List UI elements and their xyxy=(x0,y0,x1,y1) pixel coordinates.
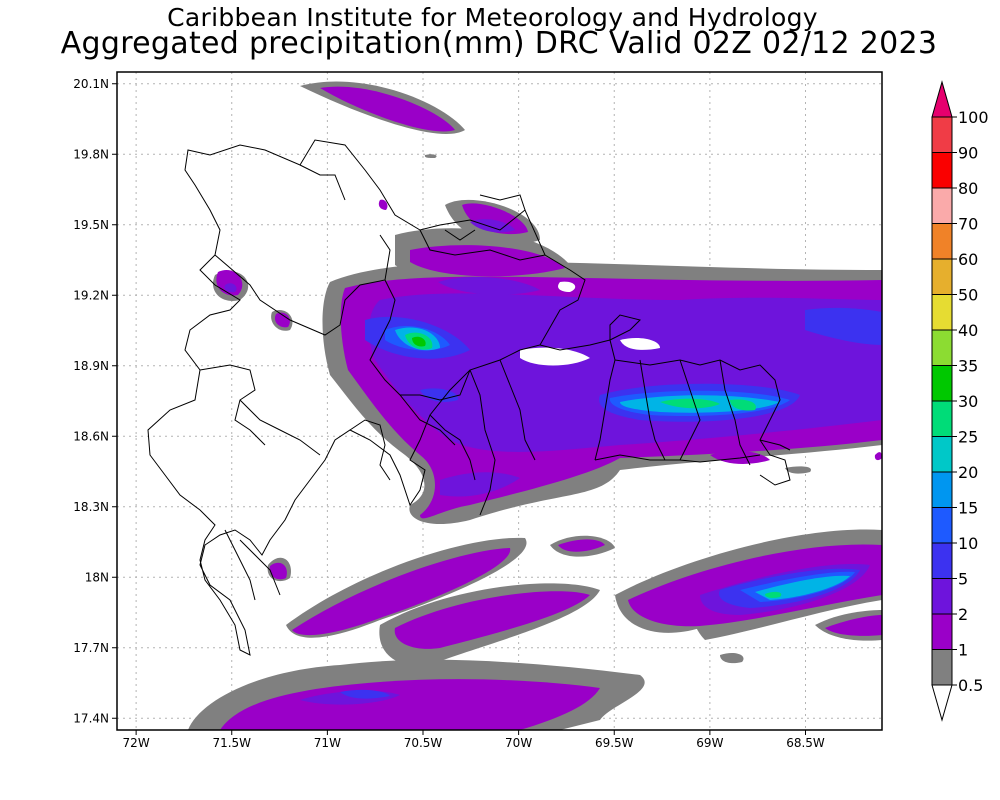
precip-30mm-areas xyxy=(405,332,782,598)
y-tick-label: 18.6N xyxy=(73,429,109,443)
map-subtitle: Aggregated precipitation(mm) DRC Valid 0… xyxy=(60,26,938,61)
boundaries xyxy=(147,139,791,656)
colorbar-swatch xyxy=(931,258,953,295)
colorbar-label: 20 xyxy=(958,463,978,482)
colorbar-label: 1 xyxy=(958,641,968,660)
y-tick-label: 19.5N xyxy=(73,218,109,232)
colorbar-bottom-triangle xyxy=(931,684,953,722)
colorbar-top-triangle xyxy=(931,80,953,118)
colorbar-label: 25 xyxy=(958,428,978,447)
y-tick-label: 17.7N xyxy=(73,641,109,655)
colorbar-label: 35 xyxy=(958,357,978,376)
colorbar-label: 10 xyxy=(958,534,978,553)
colorbar-swatch xyxy=(931,116,953,153)
plot-frame xyxy=(116,71,883,731)
colorbar-label: 60 xyxy=(958,250,978,269)
colorbar-swatch xyxy=(931,152,953,189)
x-tick-label: 68.5W xyxy=(786,736,825,750)
colorbar-label: 15 xyxy=(958,499,978,518)
x-tick-label: 72W xyxy=(123,736,150,750)
y-tick-label: 19.8N xyxy=(73,147,109,161)
colorbar-label: 100 xyxy=(958,108,989,127)
colorbar-swatch xyxy=(931,542,953,579)
x-tick-label: 69.5W xyxy=(595,736,634,750)
colorbar-swatch xyxy=(931,400,953,437)
colorbar-label: 0.5 xyxy=(958,676,983,695)
y-tick-label: 20.1N xyxy=(73,77,109,91)
y-tick-label: 19.2N xyxy=(73,288,109,302)
dry-areas xyxy=(520,281,660,366)
y-tick-label: 18.3N xyxy=(73,500,109,514)
colorbar-swatch xyxy=(931,507,953,544)
x-tick-label: 70.5W xyxy=(404,736,443,750)
colorbar-label: 2 xyxy=(958,605,968,624)
y-tick-label: 17.4N xyxy=(73,711,109,725)
x-tick-label: 69W xyxy=(696,736,723,750)
map-title: Caribbean Institute for Meteorology and … xyxy=(167,3,818,32)
precip-35mm-areas xyxy=(412,336,426,347)
x-axis-ticks: 72W 71.5W 71W 70.5W 70W 69.5W 69W 68.5W xyxy=(123,730,825,750)
colorbar-swatch xyxy=(931,329,953,366)
colorbar-swatch xyxy=(931,471,953,508)
colorbar-swatch xyxy=(931,436,953,473)
colorbar-label: 40 xyxy=(958,321,978,340)
x-tick-label: 71.5W xyxy=(212,736,251,750)
colorbar-label: 90 xyxy=(958,144,978,163)
y-tick-label: 18.9N xyxy=(73,359,109,373)
y-tick-label: 18N xyxy=(85,570,109,584)
colorbar-swatch xyxy=(931,223,953,260)
colorbar-swatch xyxy=(931,649,953,686)
colorbar-swatch xyxy=(931,578,953,615)
colorbar-label: 50 xyxy=(958,286,978,305)
colorbar-label: 5 xyxy=(958,570,968,589)
colorbar-label: 70 xyxy=(958,215,978,234)
colorbar-label: 80 xyxy=(958,179,978,198)
precipitation-layer xyxy=(188,81,882,730)
colorbar-label: 30 xyxy=(958,392,978,411)
colorbar-swatch xyxy=(931,294,953,331)
colorbar-swatch xyxy=(931,187,953,224)
colorbar-swatch xyxy=(931,365,953,402)
x-tick-label: 70W xyxy=(505,736,532,750)
colorbar-swatch xyxy=(931,613,953,650)
y-axis-ticks: 20.1N 19.8N 19.5N 19.2N 18.9N 18.6N 18.3N 18N 17… xyxy=(73,77,117,725)
x-tick-label: 71W xyxy=(314,736,341,750)
